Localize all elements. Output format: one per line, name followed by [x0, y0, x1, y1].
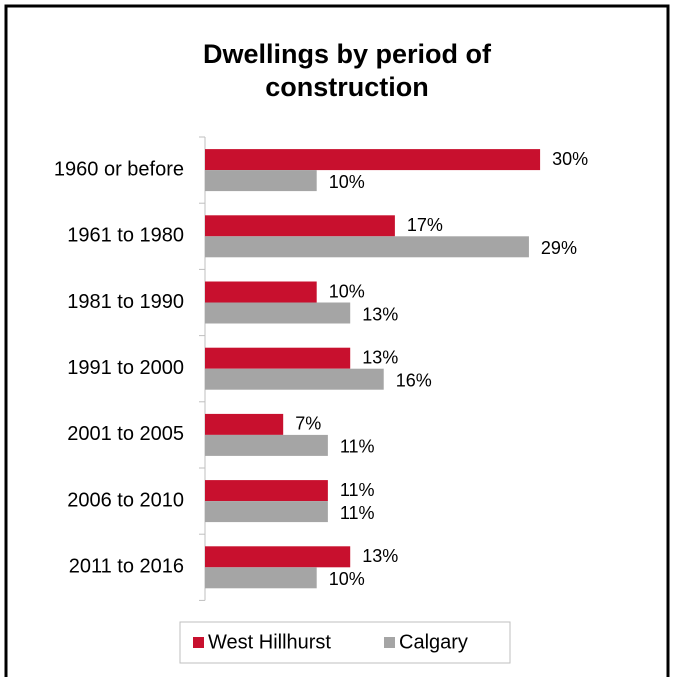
bar [205, 413, 284, 435]
data-label: 11% [340, 437, 375, 457]
frame [4, 4, 670, 677]
bar [205, 567, 317, 589]
y-tick-label: 1991 to 2000 [67, 357, 184, 379]
chart-title: Dwellings by period of [203, 39, 492, 69]
y-tick-label: 2011 to 2016 [69, 556, 184, 578]
data-label: 10% [329, 172, 365, 192]
legend-box [179, 621, 511, 664]
bar [205, 546, 351, 568]
bar [205, 434, 328, 456]
y-tick-label: 2006 to 2010 [67, 489, 184, 511]
bar [205, 281, 317, 303]
data-label: 10% [329, 569, 365, 589]
y-tick-label: 1961 to 1980 [67, 225, 184, 247]
y-tick-label: 1960 or before [54, 158, 184, 180]
data-label: 11% [340, 503, 375, 523]
legend-label: Calgary [399, 631, 468, 653]
bar [205, 347, 351, 369]
bar [205, 149, 541, 171]
bar [205, 215, 395, 237]
data-label: 16% [396, 370, 432, 390]
data-label: 17% [407, 215, 443, 235]
bar [205, 170, 317, 192]
bar [205, 501, 328, 523]
data-label: 30% [552, 149, 588, 169]
legend-swatch [193, 637, 204, 648]
bar [205, 302, 351, 324]
data-label: 10% [329, 281, 365, 301]
legend-label: West Hillhurst [208, 631, 331, 653]
bar [205, 236, 529, 258]
data-label: 13% [362, 347, 398, 367]
bar [205, 480, 328, 502]
y-tick-label: 1981 to 1990 [67, 291, 184, 313]
legend-swatch [384, 637, 395, 648]
data-label: 13% [362, 304, 398, 324]
data-label: 7% [295, 414, 321, 434]
bar [205, 368, 384, 390]
data-label: 29% [541, 238, 577, 258]
data-label: 11% [340, 480, 375, 500]
chart-title: construction [265, 72, 429, 102]
data-label: 13% [362, 546, 398, 566]
y-tick-label: 2001 to 2005 [67, 423, 184, 445]
